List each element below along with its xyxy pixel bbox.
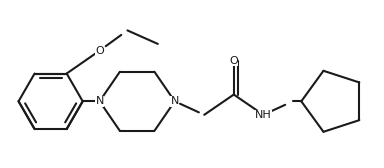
Text: NH: NH xyxy=(255,110,272,120)
Text: N: N xyxy=(170,96,179,106)
Text: O: O xyxy=(95,46,104,56)
Text: O: O xyxy=(229,56,238,66)
Text: N: N xyxy=(95,96,104,106)
